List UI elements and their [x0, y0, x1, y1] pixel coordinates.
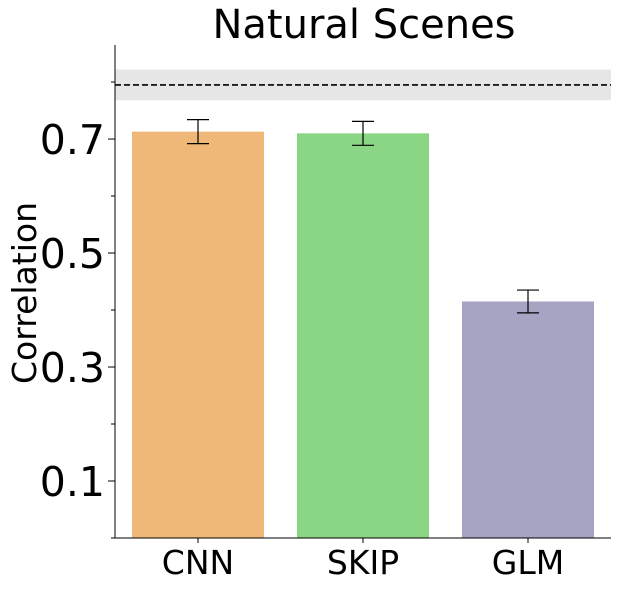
bar-cnn [132, 131, 264, 538]
x-tick-label-cnn: CNN [162, 543, 234, 582]
plot-area: CNN SKIP GLM 0.1 0.3 0.5 0.7 [40, 45, 611, 582]
chart-title: Natural Scenes [212, 2, 515, 48]
x-tick-label-glm: GLM [492, 543, 564, 582]
y-tick-label: 0.3 [40, 344, 105, 392]
y-axis-label: Correlation [5, 202, 44, 384]
x-tick-label-skip: SKIP [327, 543, 399, 582]
y-tick-label: 0.7 [40, 116, 105, 164]
y-tick-label: 0.1 [40, 458, 105, 506]
y-tick-label: 0.5 [40, 230, 105, 278]
bar-skip [297, 133, 429, 538]
bar-glm [462, 301, 594, 538]
